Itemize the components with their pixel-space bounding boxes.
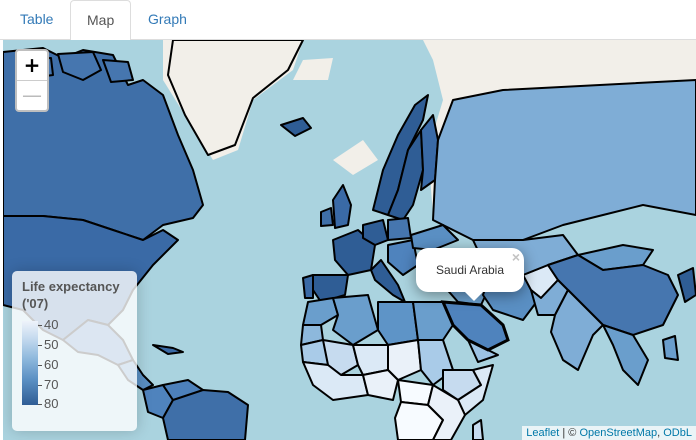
odbl-link[interactable]: ODbL — [663, 427, 692, 439]
country-ukraine — [410, 224, 459, 251]
leaflet-link[interactable]: Leaflet — [526, 427, 560, 439]
legend-label-70: 70 — [44, 377, 59, 392]
attribution-comma: , — [657, 427, 664, 439]
country-egypt — [412, 301, 454, 341]
tab-table[interactable]: Table — [20, 11, 54, 27]
legend-title: Life expectancy ('07) — [22, 279, 120, 311]
popup-text: Saudi Arabia — [435, 263, 505, 277]
popup-tip — [464, 291, 484, 301]
country-cuba — [152, 344, 184, 355]
choropleth-map[interactable]: + — × Saudi Arabia Life expectancy ('07)… — [3, 40, 696, 440]
country-brazil — [162, 389, 249, 440]
country-madagascar — [472, 419, 484, 440]
attribution-separator: | © — [559, 427, 580, 439]
map-legend: Life expectancy ('07) 40 50 60 70 80 — [12, 271, 137, 431]
country-india — [550, 289, 604, 371]
legend-tick — [38, 325, 42, 326]
legend-label-80: 80 — [44, 396, 59, 411]
zoom-out-button[interactable]: — — [22, 83, 42, 107]
zoom-control: + — — [15, 49, 49, 112]
country-philippines — [662, 335, 679, 361]
country-japan-korea — [677, 267, 696, 303]
legend-tick — [38, 345, 42, 346]
legend-label-60: 60 — [44, 357, 59, 372]
country-southeast-asia — [602, 324, 649, 386]
country-morocco — [302, 297, 339, 326]
map-attribution: Leaflet | © OpenStreetMap, ODbL — [522, 426, 696, 440]
country-libya — [377, 301, 419, 346]
tab-bar: Table Map Graph — [0, 0, 696, 41]
country-portugal — [302, 274, 314, 299]
country-balkans — [387, 239, 419, 276]
country-east-africa — [427, 384, 466, 440]
legend-tick — [38, 385, 42, 386]
country-nigeria — [362, 369, 399, 401]
country-mali — [322, 339, 359, 376]
country-greenland — [167, 40, 304, 156]
tab-graph[interactable]: Graph — [148, 11, 187, 27]
popup-close-button[interactable]: × — [511, 249, 520, 265]
country-poland — [387, 217, 412, 241]
country-iceland — [280, 117, 312, 137]
tab-map[interactable]: Map — [70, 0, 132, 41]
country-germany — [362, 219, 389, 246]
legend-color-bar — [22, 321, 38, 405]
country-russia — [432, 79, 696, 246]
legend-label-50: 50 — [44, 337, 59, 352]
country-uk — [332, 184, 352, 229]
legend-label-40: 40 — [44, 317, 59, 332]
zoom-in-button[interactable]: + — [17, 51, 47, 81]
openstreetmap-link[interactable]: OpenStreetMap — [579, 427, 658, 439]
country-chad — [387, 339, 422, 381]
legend-tick — [38, 404, 42, 405]
country-ireland — [320, 207, 334, 227]
legend-tick — [38, 365, 42, 366]
country-popup: × Saudi Arabia — [416, 248, 524, 301]
country-algeria — [332, 294, 379, 346]
selected-country-outline — [440, 300, 510, 352]
